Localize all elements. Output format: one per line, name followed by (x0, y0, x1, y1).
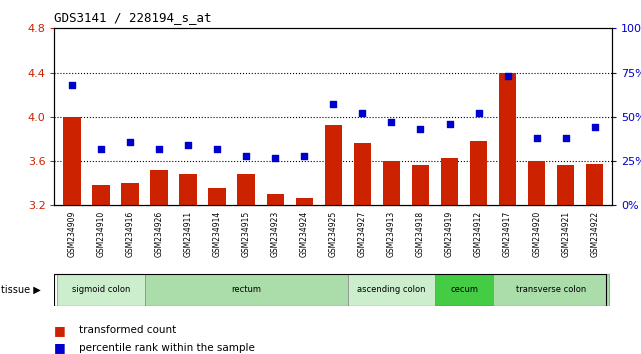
Bar (92, 185, 110, 354)
Point (561, 135, 571, 141)
Text: GSM234920: GSM234920 (532, 211, 541, 257)
Bar (237, 174, 255, 354)
Point (96, 146, 106, 152)
Text: GSM234910: GSM234910 (96, 211, 106, 257)
Text: GSM234918: GSM234918 (416, 211, 425, 257)
Bar (324, 125, 342, 354)
Text: sigmoid colon: sigmoid colon (72, 285, 130, 295)
Point (444, 121, 454, 127)
Point (183, 142, 193, 148)
Point (503, 73, 513, 79)
Text: percentile rank within the sample: percentile rank within the sample (79, 343, 254, 353)
Bar (528, 161, 545, 354)
Point (212, 146, 222, 152)
Bar (63, 117, 81, 354)
Point (154, 146, 164, 152)
Text: GSM234924: GSM234924 (300, 211, 309, 257)
Bar (267, 194, 284, 354)
Text: cecum: cecum (450, 285, 478, 295)
Text: GSM234911: GSM234911 (183, 211, 192, 257)
Point (357, 110, 367, 116)
Text: GDS3141 / 228194_s_at: GDS3141 / 228194_s_at (54, 11, 212, 24)
Point (125, 139, 135, 144)
Bar (499, 73, 516, 354)
Bar (435, 274, 493, 306)
Point (270, 155, 280, 160)
Bar (412, 166, 429, 354)
Text: GSM234912: GSM234912 (474, 211, 483, 257)
Text: ■: ■ (54, 342, 71, 354)
Text: GSM234909: GSM234909 (67, 211, 76, 257)
Bar (470, 141, 487, 354)
Text: GSM234917: GSM234917 (503, 211, 512, 257)
Text: GSM234921: GSM234921 (561, 211, 570, 257)
Point (328, 102, 338, 107)
Text: GSM234919: GSM234919 (445, 211, 454, 257)
Text: rectum: rectum (231, 285, 261, 295)
Text: ■: ■ (54, 324, 71, 337)
Bar (208, 188, 226, 354)
Bar (586, 164, 603, 354)
Text: GSM234923: GSM234923 (271, 211, 279, 257)
Bar (121, 183, 138, 354)
Text: GSM234916: GSM234916 (126, 211, 135, 257)
Text: transverse colon: transverse colon (516, 285, 587, 295)
Bar (354, 143, 371, 354)
Bar (441, 158, 458, 354)
Bar (296, 198, 313, 354)
Bar (151, 170, 168, 354)
Bar (383, 161, 400, 354)
Point (67, 82, 77, 88)
Bar (179, 174, 197, 354)
Point (241, 153, 251, 159)
Text: GSM234913: GSM234913 (387, 211, 396, 257)
Bar (58, 274, 144, 306)
Bar (557, 166, 574, 354)
Point (474, 110, 484, 116)
Point (531, 135, 542, 141)
Text: ascending colon: ascending colon (357, 285, 426, 295)
Point (590, 125, 600, 130)
Bar (144, 274, 348, 306)
Text: GSM234922: GSM234922 (590, 211, 599, 257)
Text: GSM234915: GSM234915 (242, 211, 251, 257)
Point (415, 126, 426, 132)
Point (387, 119, 397, 125)
Text: GSM234926: GSM234926 (154, 211, 163, 257)
Text: tissue ▶: tissue ▶ (1, 285, 40, 295)
Text: GSM234925: GSM234925 (329, 211, 338, 257)
Bar (348, 274, 435, 306)
Text: GSM234927: GSM234927 (358, 211, 367, 257)
Text: transformed count: transformed count (79, 325, 176, 335)
Bar (493, 274, 609, 306)
Text: GSM234914: GSM234914 (213, 211, 222, 257)
Point (299, 153, 310, 159)
